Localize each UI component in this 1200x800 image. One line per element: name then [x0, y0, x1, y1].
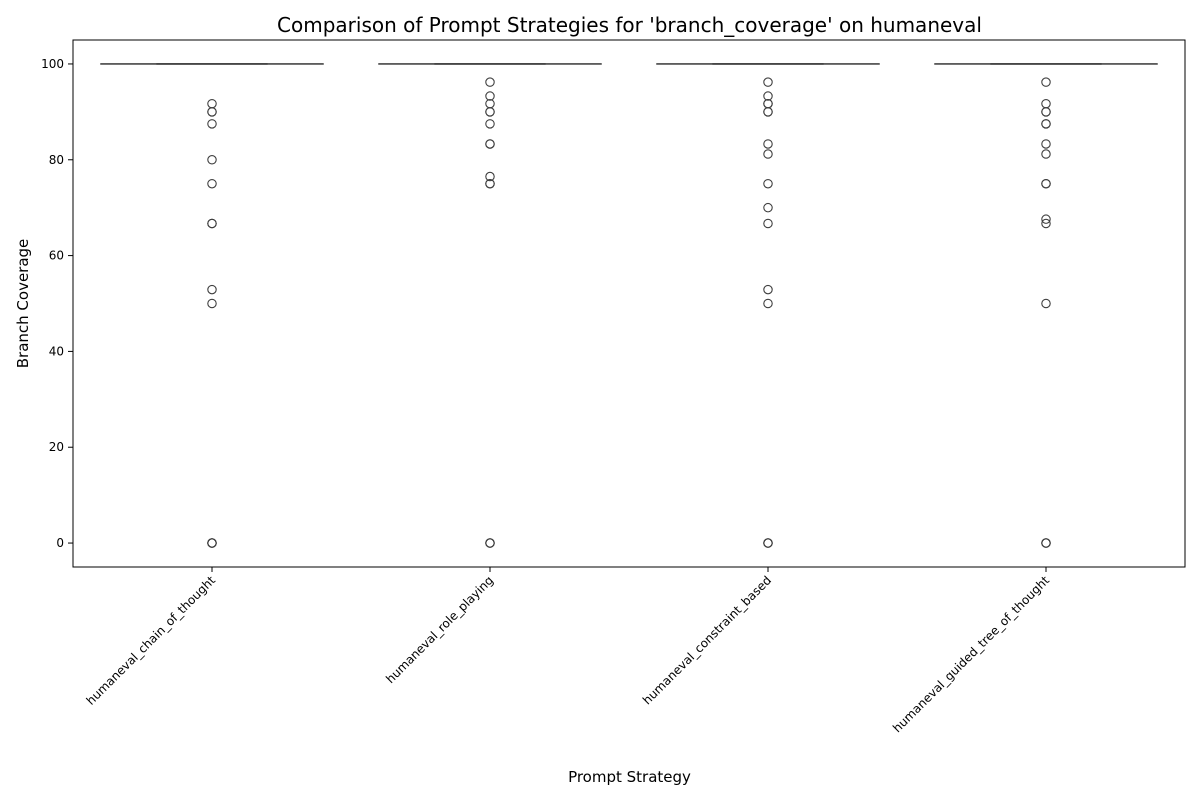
- y-axis: 0 20 40 60 80 100: [41, 40, 74, 567]
- outlier-point: [207, 155, 217, 165]
- x-tick-label: humaneval_role_playing: [383, 573, 496, 686]
- x-tick-label: humaneval_chain_of_thought: [84, 573, 219, 708]
- plot-area: [72, 39, 1186, 568]
- y-tick-label: 20: [49, 440, 64, 454]
- outlier-point: [763, 107, 773, 117]
- box-group-0: [100, 63, 324, 548]
- y-tick-label: 60: [49, 249, 64, 263]
- outlier-point: [207, 98, 217, 109]
- outlier-point: [1041, 107, 1051, 117]
- outlier-point: [763, 202, 773, 213]
- outlier-point: [485, 171, 495, 182]
- outlier-point: [763, 218, 773, 229]
- outlier-point: [485, 178, 495, 189]
- outlier-point: [1041, 139, 1051, 149]
- y-tick-label: 100: [41, 57, 64, 71]
- plot-frame: [72, 39, 1186, 568]
- outlier-point: [763, 149, 773, 159]
- outlier-point: [1041, 538, 1051, 548]
- outlier-point: [1041, 214, 1051, 224]
- box-group-2: [656, 63, 880, 548]
- outlier-point: [207, 284, 217, 295]
- box-group-1: [378, 63, 602, 548]
- outlier-point: [763, 91, 773, 101]
- y-axis-label: Branch Coverage: [14, 239, 32, 369]
- x-tick-label: humaneval_guided_tree_of_thought: [890, 573, 1052, 735]
- outlier-point: [207, 298, 217, 309]
- y-tick-label: 40: [49, 344, 64, 358]
- outlier-point: [1041, 98, 1051, 109]
- outlier-point: [1041, 178, 1051, 189]
- outlier-point: [485, 77, 495, 87]
- outlier-point: [1041, 298, 1051, 309]
- outlier-point: [485, 538, 495, 548]
- outlier-point: [207, 538, 217, 548]
- outlier-point: [207, 107, 217, 117]
- x-axis-label: Prompt Strategy: [568, 768, 691, 786]
- outlier-point: [485, 91, 495, 101]
- outlier-point: [1041, 77, 1051, 87]
- y-tick-label: 80: [49, 153, 64, 167]
- outlier-point: [763, 298, 773, 309]
- outlier-point: [763, 538, 773, 548]
- outlier-point: [1041, 218, 1051, 229]
- x-tick-label: humaneval_constraint_based: [640, 573, 774, 707]
- outlier-point: [1041, 149, 1051, 159]
- outlier-point: [485, 139, 495, 149]
- chart-title: Comparison of Prompt Strategies for 'bra…: [277, 13, 982, 37]
- outlier-point: [1041, 119, 1051, 129]
- outlier-point: [207, 178, 217, 189]
- x-axis: humaneval_chain_of_thought humaneval_role…: [84, 567, 1052, 735]
- outlier-point: [763, 284, 773, 295]
- outlier-point: [763, 178, 773, 189]
- outlier-point: [207, 218, 217, 229]
- outlier-point: [763, 139, 773, 149]
- box-group-3: [934, 63, 1158, 548]
- box-series-group: [100, 63, 1158, 548]
- y-tick-label: 0: [56, 536, 64, 550]
- outlier-point: [763, 77, 773, 87]
- outlier-point: [485, 119, 495, 129]
- outlier-point: [485, 107, 495, 117]
- outlier-point: [207, 119, 217, 129]
